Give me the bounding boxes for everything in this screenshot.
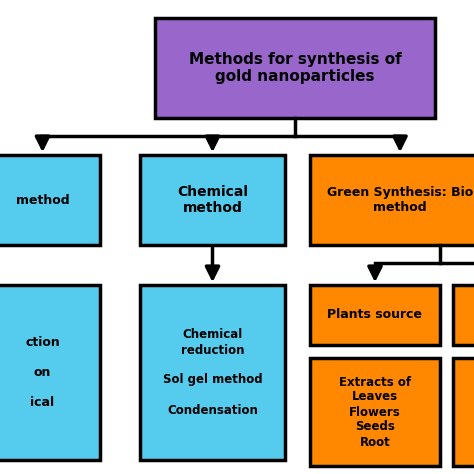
- Bar: [140, 285, 285, 460]
- Bar: [310, 155, 474, 245]
- Bar: [155, 18, 435, 118]
- Bar: [0, 285, 100, 460]
- Text: Chemical
reduction

Sol gel method

Condensation: Chemical reduction Sol gel method Conden…: [163, 328, 262, 417]
- Bar: [310, 285, 440, 345]
- Bar: [0, 155, 100, 245]
- Bar: [140, 155, 285, 245]
- Text: Plants source: Plants source: [328, 309, 422, 321]
- Text: Extracts of
Leaves
Flowers
Seeds
Root: Extracts of Leaves Flowers Seeds Root: [339, 375, 411, 448]
- Text: Green Synthesis: Bio
method: Green Synthesis: Bio method: [327, 186, 473, 214]
- Bar: [453, 358, 474, 466]
- Bar: [453, 285, 474, 345]
- Text: ction

on

ical: ction on ical: [25, 336, 60, 409]
- Text: Methods for synthesis of
gold nanoparticles: Methods for synthesis of gold nanopartic…: [189, 52, 401, 84]
- Text: method: method: [16, 193, 69, 207]
- Text: Chemical
method: Chemical method: [177, 185, 248, 215]
- Bar: [310, 358, 440, 466]
